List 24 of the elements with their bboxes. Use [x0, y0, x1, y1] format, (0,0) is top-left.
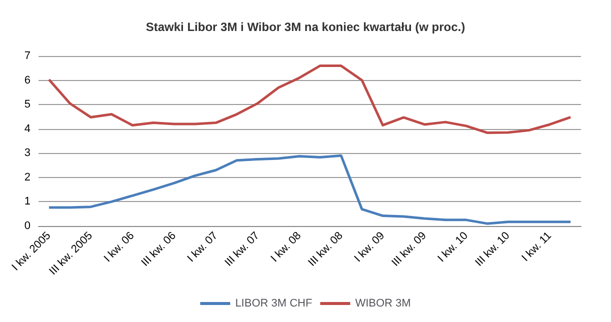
line-series [48, 154, 572, 225]
y-tick-label: 4 [24, 122, 31, 135]
legend-label: WIBOR 3M [355, 298, 411, 310]
y-tick-label: 5 [24, 98, 31, 111]
x-tick-label: I kw. 11 [520, 230, 554, 264]
x-tick-label: I kw. 07 [185, 230, 220, 265]
x-tick-label: I kw. 08 [268, 230, 304, 265]
line-series [48, 64, 572, 134]
x-tick-label: III kw. 10 [473, 230, 512, 269]
x-tick-label: III kw. 06 [139, 230, 178, 269]
legend-label: LIBOR 3M CHF [235, 298, 312, 310]
y-tick-label: 3 [24, 147, 31, 160]
x-tick-label: I kw. 10 [436, 230, 470, 265]
chart-title: Stawki Libor 3M i Wibor 3M na koniec kwartału (w proc.) [146, 20, 466, 34]
x-tick-label: I kw. 09 [352, 230, 388, 265]
y-tick-label: 7 [24, 50, 31, 62]
x-tick-label: III kw. 07 [222, 230, 262, 269]
x-tick-label: I kw. 06 [102, 230, 137, 265]
y-tick-label: 2 [24, 171, 31, 184]
y-tick-label: 6 [24, 74, 31, 86]
x-tick-label: III kw. 08 [306, 230, 346, 269]
x-tick-label: III kw. 09 [390, 230, 429, 269]
y-tick-label: 1 [24, 196, 31, 208]
y-tick-label: 0 [24, 220, 31, 232]
